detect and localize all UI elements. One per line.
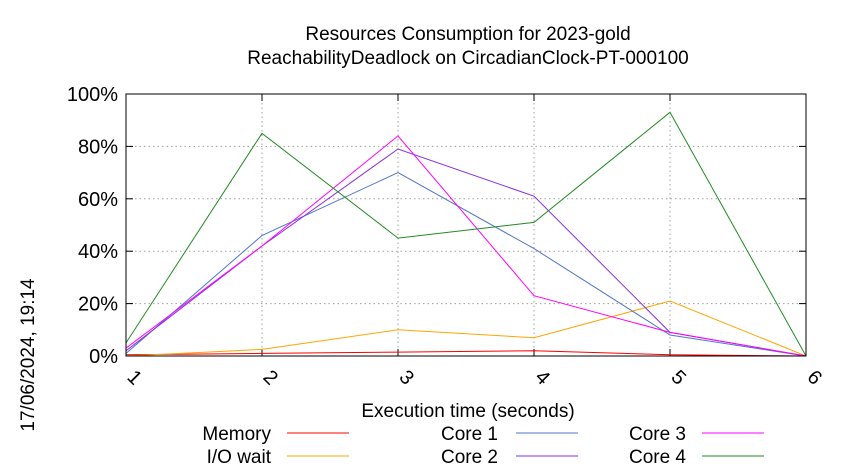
side-timestamp-label: 17/06/2024, 19:14: [18, 278, 39, 432]
series-line-i-o-wait: [125, 300, 807, 357]
y-tick-label: 60%: [78, 189, 118, 211]
y-tick-label: 40%: [78, 241, 118, 263]
y-tick-label: 0%: [89, 346, 118, 368]
x-tick-label: 2: [259, 366, 282, 389]
series-line-core-2: [125, 148, 807, 357]
chart-title-line-2: ReachabilityDeadlock on CircadianClock-P…: [247, 48, 688, 69]
plot-frame: [125, 93, 807, 357]
x-axis-label: Execution time (seconds): [361, 401, 574, 422]
y-tick-label: 80%: [78, 136, 118, 158]
series-lines: [125, 111, 807, 357]
legend-label: Core 4: [629, 447, 686, 468]
legend-label: Core 1: [441, 424, 498, 445]
grid: [126, 94, 806, 356]
legend-label: Core 3: [629, 424, 686, 445]
y-axis-ticks: 0% 20% 40% 60% 80% 100%: [67, 84, 806, 368]
y-tick-label: 20%: [78, 294, 118, 316]
x-tick-label: 4: [531, 366, 554, 389]
x-axis-ticks: 1 2 3 4 5 6: [123, 94, 826, 389]
series-line-memory: [125, 350, 807, 357]
series-line-core-3: [125, 135, 807, 357]
x-tick-label: 1: [123, 366, 146, 389]
chart-title-line-1: Resources Consumption for 2023-gold: [305, 24, 630, 45]
x-tick-label: 3: [395, 366, 418, 389]
legend-label: Memory: [202, 424, 271, 445]
series-line-core-4: [125, 111, 807, 357]
x-tick-label: 6: [803, 366, 826, 389]
series-line-core-1: [125, 172, 807, 357]
legend-label: Core 2: [441, 447, 498, 468]
y-tick-label: 100%: [67, 84, 118, 106]
legend-label: I/O wait: [207, 447, 272, 468]
x-tick-label: 5: [667, 366, 690, 389]
